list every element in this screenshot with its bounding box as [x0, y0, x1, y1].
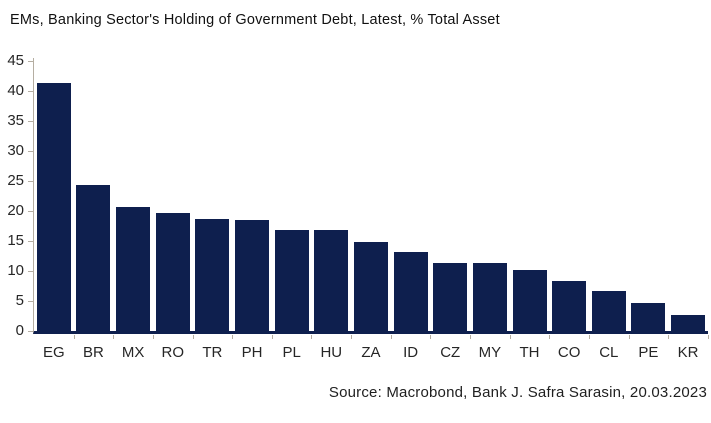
y-axis-label: 30 [7, 142, 24, 159]
bar-ID [393, 252, 428, 331]
x-axis-label: MY [478, 344, 502, 361]
bar-slot: KR [668, 58, 709, 361]
x-axis-label: ID [403, 344, 419, 361]
y-axis-label: 10 [7, 262, 24, 279]
y-axis-tick [28, 241, 33, 242]
y-axis-tick [28, 121, 33, 122]
bar-slot: PE [629, 58, 669, 361]
x-axis-label: MX [121, 344, 145, 361]
bar-slot: RO [153, 58, 194, 361]
y-axis-tick [28, 211, 33, 212]
source-note: Source: Macrobond, Bank J. Safra Sarasin… [328, 384, 707, 401]
y-axis-label: 40 [7, 82, 24, 99]
bar-EG [36, 83, 71, 331]
x-axis-label: PL [282, 344, 301, 361]
bar-PE [631, 302, 666, 331]
bar-slot: CO [549, 58, 590, 361]
y-axis-label: 35 [7, 112, 24, 129]
bar-TR [195, 219, 230, 331]
bar-CO [552, 280, 587, 331]
x-axis-label: TH [519, 344, 540, 361]
x-axis-label: CL [599, 344, 619, 361]
bar-slot: TH [510, 58, 550, 361]
x-axis-label: TR [202, 344, 223, 361]
bar-ZA [353, 242, 388, 331]
bar-BR [76, 185, 111, 331]
bar-TH [512, 269, 547, 331]
x-axis-label: BR [83, 344, 104, 361]
y-axis-label: 20 [7, 202, 24, 219]
bar-slot: CL [589, 58, 630, 361]
bar-PL [274, 230, 309, 331]
x-axis-label: HU [320, 344, 343, 361]
y-axis-label: 5 [15, 292, 24, 309]
bar-MY [472, 262, 507, 331]
y-axis-label: 45 [7, 52, 24, 69]
bar-slot: EG [34, 58, 75, 361]
bar-KR [671, 314, 706, 331]
bar-slot: PL [272, 58, 313, 361]
x-axis-label: ZA [361, 344, 381, 361]
bar-RO [155, 212, 190, 331]
plot-area: EG BR MX RO TR PH PL HU ZA ID CZ MY TH CO CL PE KR [33, 58, 709, 361]
x-axis-label: RO [161, 344, 184, 361]
bar-slot: ZA [351, 58, 392, 361]
y-axis-tick [28, 91, 33, 92]
x-axis-label: PH [241, 344, 263, 361]
y-axis-tick [28, 301, 33, 302]
bar-CZ [433, 262, 468, 331]
y-axis-tick [28, 61, 33, 62]
y-axis-tick [28, 151, 33, 152]
bar-slot: MX [113, 58, 154, 361]
x-axis-label: PE [638, 344, 659, 361]
bar-slot: BR [74, 58, 114, 361]
bar-slot: MY [470, 58, 511, 361]
bar-CL [591, 291, 626, 331]
y-axis-tick [28, 271, 33, 272]
y-axis-tick [28, 331, 33, 332]
y-axis-label: 0 [15, 322, 24, 339]
bar-slot: PH [232, 58, 273, 361]
y-axis-label: 15 [7, 232, 24, 249]
y-axis-label: 25 [7, 172, 24, 189]
bar-HU [314, 230, 349, 331]
x-axis-label: KR [677, 344, 699, 361]
y-axis-tick [28, 181, 33, 182]
bar-PH [235, 220, 270, 331]
x-axis-label: CO [557, 344, 581, 361]
bar-slot: TR [193, 58, 233, 361]
x-axis-label: CZ [440, 344, 461, 361]
y-axis: 45 40 35 30 25 20 15 10 5 0 [0, 53, 33, 339]
bar-MX [116, 206, 151, 331]
bar-slot: HU [311, 58, 352, 361]
x-axis-label: EG [42, 344, 65, 361]
chart-title: EMs, Banking Sector's Holding of Governm… [10, 12, 500, 28]
bar-slot: CZ [430, 58, 471, 361]
bar-slot: ID [391, 58, 432, 361]
